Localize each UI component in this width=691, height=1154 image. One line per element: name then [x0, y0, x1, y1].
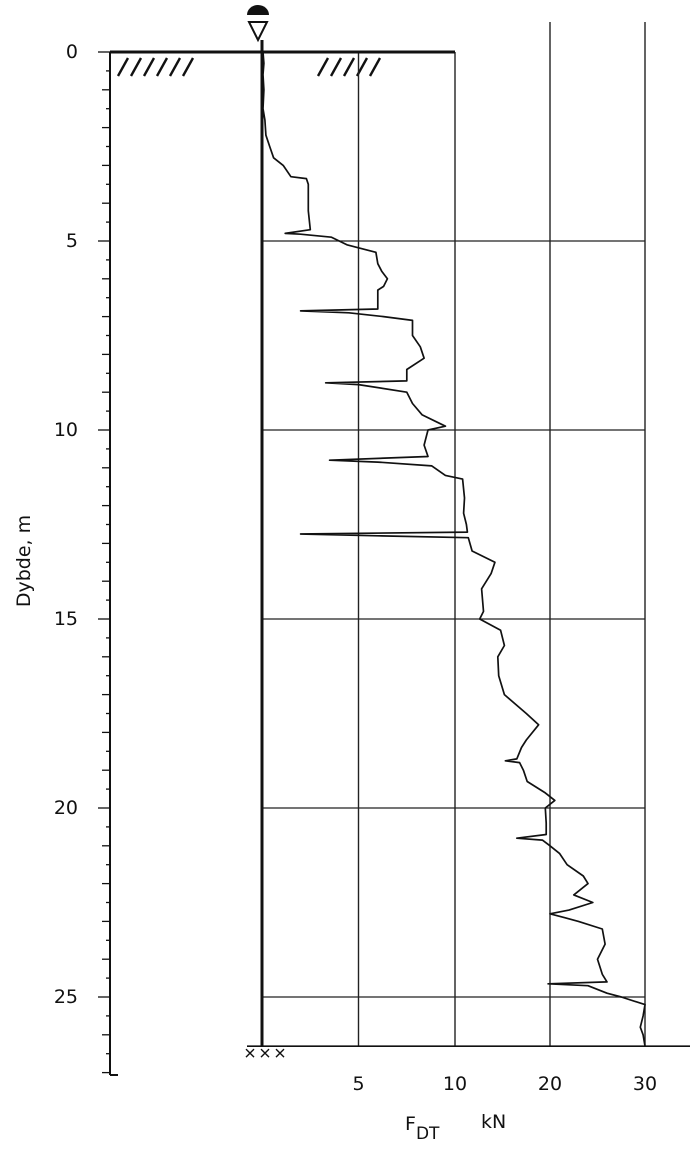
hatch-mark: [368, 57, 382, 77]
y-tick-label-20: 20: [54, 797, 78, 819]
chart-grid: [262, 22, 646, 1047]
hatch-mark: [181, 57, 195, 77]
chart-markers: [245, 5, 285, 1058]
groundwater-marker-triangle: [247, 21, 269, 43]
hatch-mark: [142, 57, 156, 77]
end-cross-mark: [245, 1048, 255, 1058]
force-curve: [262, 51, 646, 1047]
y-tick-labels: 0 5 10 15 20 25: [54, 41, 78, 1008]
y-tick-label-25: 25: [54, 986, 78, 1008]
force-series-line-0: [262, 51, 646, 1047]
hatch-mark: [168, 57, 182, 77]
end-cross-mark: [275, 1048, 285, 1058]
hatch-mark: [316, 57, 330, 77]
x-tick-label-5: 5: [352, 1073, 364, 1095]
x-axis-title-main: F: [405, 1113, 416, 1135]
y-tick-label-15: 15: [54, 608, 78, 630]
x-axis-title: FDT: [405, 1113, 440, 1144]
hatch-mark: [155, 57, 169, 77]
hatch-mark: [129, 57, 143, 77]
x-tick-labels: 5 10 20 30: [352, 1073, 657, 1095]
x-axis-unit: kN: [481, 1111, 506, 1133]
y-tick-label-0: 0: [66, 41, 78, 63]
x-tick-label-10: 10: [443, 1073, 467, 1095]
groundwater-marker-top: [247, 5, 269, 15]
y-axis-title: Dybde, m: [13, 515, 35, 607]
chart-axes: [98, 40, 690, 1076]
x-tick-label-30: 30: [633, 1073, 657, 1095]
hatch-mark: [329, 57, 343, 77]
hatch-mark: [116, 57, 130, 77]
ground-surface-hatching: [116, 57, 382, 77]
end-cross-mark: [260, 1048, 270, 1058]
y-tick-label-10: 10: [54, 419, 78, 441]
hatch-mark: [342, 57, 356, 77]
x-axis-title-subscript: DT: [416, 1124, 440, 1144]
y-tick-label-5: 5: [66, 230, 78, 252]
x-tick-label-20: 20: [538, 1073, 562, 1095]
